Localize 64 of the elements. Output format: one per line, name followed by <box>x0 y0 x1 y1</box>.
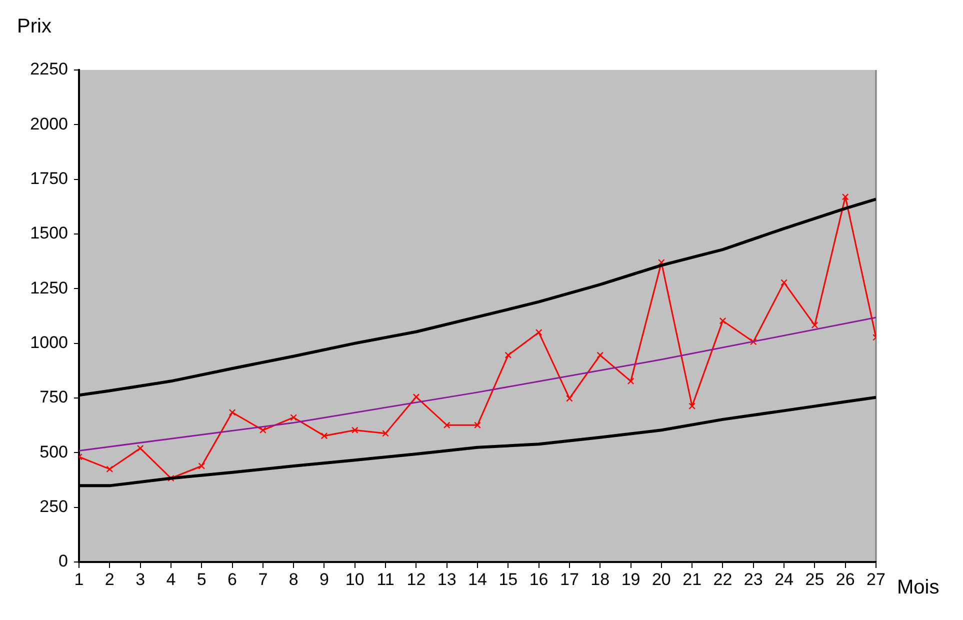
y-tick-label: 500 <box>40 442 68 462</box>
x-tick-label: 20 <box>652 570 671 589</box>
point <box>106 466 114 472</box>
point <box>443 422 450 429</box>
point <box>504 352 512 359</box>
point <box>658 259 665 266</box>
x-tick-label: 2 <box>104 570 114 589</box>
point <box>535 328 542 336</box>
point <box>750 338 757 346</box>
point <box>412 393 420 400</box>
y-tick-label: 0 <box>58 552 68 571</box>
x-tick-label: 21 <box>682 570 702 589</box>
x-tick-label: 15 <box>498 570 518 589</box>
x-tick-label: 11 <box>376 570 394 589</box>
point <box>811 322 818 329</box>
point <box>228 409 236 416</box>
y-tick-label: 2250 <box>30 60 68 79</box>
x-axis-title: Mois <box>897 576 940 599</box>
x-tick-label: 16 <box>529 570 548 589</box>
y-tick-label: 1500 <box>30 224 68 243</box>
point <box>351 426 358 434</box>
point <box>780 279 788 286</box>
point <box>627 378 634 385</box>
x-tick-label: 8 <box>288 570 298 589</box>
x-tick-label: 22 <box>713 570 732 589</box>
x-tick-label: 7 <box>258 570 268 589</box>
y-tick-label: 2000 <box>30 114 68 134</box>
x-tick-label: 6 <box>228 570 238 589</box>
y-tick-label: 250 <box>40 497 68 516</box>
y-tick-label: 1000 <box>30 333 68 352</box>
x-tick-label: 23 <box>744 570 763 589</box>
point <box>168 474 174 482</box>
point <box>596 352 604 359</box>
x-tick-label: 18 <box>590 570 610 589</box>
y-axis-title: Prix <box>17 16 52 38</box>
point <box>688 402 696 410</box>
point <box>320 432 328 440</box>
y-tick-label: 1250 <box>30 278 68 298</box>
y-tick-label: 1750 <box>30 169 68 188</box>
point <box>290 414 298 421</box>
x-tick-label: 3 <box>136 570 146 589</box>
x-tick-label: 24 <box>774 570 794 589</box>
x-tick-label: 27 <box>866 570 886 589</box>
point <box>136 444 144 452</box>
x-tick-label: 17 <box>560 570 579 589</box>
y-tick-label: 750 <box>40 388 68 407</box>
x-tick-label: 5 <box>196 570 206 589</box>
x-tick-label: 1 <box>74 570 84 589</box>
point <box>198 462 206 470</box>
point <box>382 430 389 437</box>
x-tick-label: 26 <box>836 570 855 589</box>
x-tick-label: 12 <box>406 570 426 589</box>
x-tick-label: 9 <box>319 570 329 589</box>
x-tick-label: 25 <box>805 570 824 589</box>
point <box>259 426 266 434</box>
point <box>474 422 481 429</box>
x-tick-label: 10 <box>345 570 364 589</box>
x-tick-label: 19 <box>621 570 640 589</box>
x-tick-label: 13 <box>437 570 456 589</box>
point <box>566 395 573 402</box>
point <box>719 317 726 324</box>
x-tick-label: 14 <box>468 570 487 589</box>
point <box>842 193 849 200</box>
x-tick-label: 4 <box>166 570 176 589</box>
